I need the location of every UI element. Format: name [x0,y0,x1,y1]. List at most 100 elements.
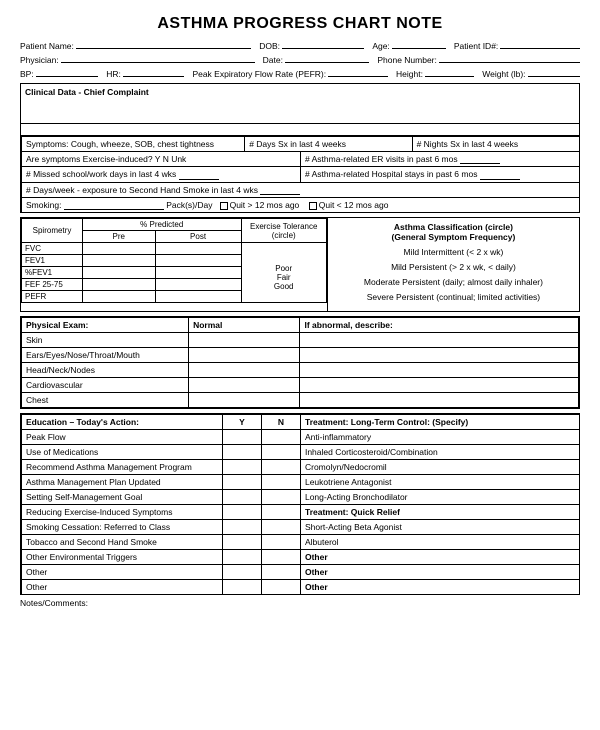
edu-right-row: Inhaled Corticosteroid/Combination [300,444,579,459]
physician-label: Physician: [20,55,59,65]
spirometry-section: Spirometry % Predicted Exercise Toleranc… [20,217,580,312]
physician-input[interactable] [61,53,255,63]
spiro-cell[interactable] [155,291,241,303]
edu-n-cell[interactable] [261,459,300,474]
edu-y-cell[interactable] [222,459,261,474]
edu-n-cell[interactable] [261,519,300,534]
spiro-cell[interactable] [82,255,155,267]
class-item[interactable]: Mild Intermittent (< 2 x wk) [332,247,575,257]
edu-left-row: Reducing Exercise-Induced Symptoms [21,504,222,519]
spiro-cell[interactable] [155,279,241,291]
edu-n-cell[interactable] [261,474,300,489]
edu-y-cell[interactable] [222,564,261,579]
tolerance-options[interactable]: PoorFairGood [241,243,326,303]
quit-less12-checkbox[interactable] [309,202,317,210]
smoking-input[interactable] [64,201,164,210]
edu-y-cell[interactable] [222,519,261,534]
phys-cell[interactable] [300,363,579,378]
classification-box[interactable]: Asthma Classification (circle) (General … [328,218,579,311]
edu-left-row: Tobacco and Second Hand Smoke [21,534,222,549]
nights-sx-label: # Nights Sx in last 4 weeks [412,137,579,151]
phone-input[interactable] [439,53,580,63]
phys-cell[interactable] [300,333,579,348]
phys-cell[interactable] [189,333,300,348]
spiro-cell[interactable] [82,279,155,291]
spiro-cell[interactable] [82,267,155,279]
spiro-cell[interactable] [82,243,155,255]
edu-left-row: Other Environmental Triggers [21,549,222,564]
edu-y-cell[interactable] [222,549,261,564]
edu-right-row: Other [300,579,579,594]
post-label: Post [155,231,241,243]
edu-y-cell[interactable] [222,504,261,519]
dob-label: DOB: [259,41,280,51]
predicted-label: % Predicted [82,219,241,231]
age-label: Age: [372,41,390,51]
height-input[interactable] [425,67,474,77]
spiro-row: %FEV1 [22,267,83,279]
phys-cell[interactable] [189,348,300,363]
second-hand-input[interactable] [260,186,300,195]
er-visits-input[interactable] [460,155,500,164]
patient-name-input[interactable] [76,39,251,49]
edu-y-cell[interactable] [222,444,261,459]
y-label: Y [222,414,261,429]
page-title: ASTHMA PROGRESS CHART NOTE [20,15,580,33]
edu-right-row: Cromolyn/Nedocromil [300,459,579,474]
class-item[interactable]: Severe Persistent (continual; limited ac… [332,292,575,302]
edu-n-cell[interactable] [261,444,300,459]
phys-exam-title: Physical Exam: [22,318,189,333]
er-visits-label: # Asthma-related ER visits in past 6 mos [305,154,458,164]
phys-cell[interactable] [300,348,579,363]
exercise-induced-label[interactable]: Are symptoms Exercise-induced? Y N Unk [21,151,300,166]
spiro-cell[interactable] [155,243,241,255]
spiro-cell[interactable] [155,255,241,267]
edu-y-cell[interactable] [222,474,261,489]
edu-right-row: Leukotriene Antagonist [300,474,579,489]
bp-label: BP: [20,69,34,79]
phys-cell[interactable] [189,378,300,393]
spiro-cell[interactable] [82,291,155,303]
phys-cell[interactable] [189,363,300,378]
treatment-quick-label: Treatment: Quick Relief [300,504,579,519]
spiro-cell[interactable] [155,267,241,279]
edu-y-cell[interactable] [222,429,261,444]
age-input[interactable] [392,39,446,49]
edu-n-cell[interactable] [261,579,300,594]
edu-n-cell[interactable] [261,489,300,504]
patient-id-input[interactable] [500,39,580,49]
edu-n-cell[interactable] [261,549,300,564]
pefr-input[interactable] [328,67,388,77]
weight-input[interactable] [528,67,580,77]
class-sub: (General Symptom Frequency) [332,232,575,242]
days-sx-label: # Days Sx in last 4 weeks [244,137,411,151]
edu-n-cell[interactable] [261,564,300,579]
phys-cell[interactable] [300,378,579,393]
edu-left-row: Other [21,579,222,594]
phys-cell[interactable] [300,393,579,408]
patient-name-label: Patient Name: [20,41,74,51]
edu-right-row: Other [300,549,579,564]
date-input[interactable] [285,53,369,63]
class-item[interactable]: Moderate Persistent (daily; almost daily… [332,277,575,287]
edu-right-row: Other [300,564,579,579]
weight-label: Weight (lb): [482,69,525,79]
edu-n-cell[interactable] [261,534,300,549]
bp-input[interactable] [36,67,99,77]
class-item[interactable]: Mild Persistent (> 2 x wk, < daily) [332,262,575,272]
edu-right-row: Long-Acting Bronchodilator [300,489,579,504]
class-title: Asthma Classification (circle) [332,222,575,232]
edu-n-cell[interactable] [261,504,300,519]
edu-y-cell[interactable] [222,579,261,594]
edu-n-cell[interactable] [261,429,300,444]
hospital-stays-input[interactable] [480,171,520,180]
edu-y-cell[interactable] [222,534,261,549]
edu-y-cell[interactable] [222,489,261,504]
spiro-title: Spirometry [22,219,83,243]
hr-input[interactable] [123,67,185,77]
edu-left-row: Smoking Cessation: Referred to Class [21,519,222,534]
quit-12-checkbox[interactable] [220,202,228,210]
dob-input[interactable] [282,39,364,49]
missed-days-input[interactable] [179,171,219,180]
phys-cell[interactable] [189,393,300,408]
